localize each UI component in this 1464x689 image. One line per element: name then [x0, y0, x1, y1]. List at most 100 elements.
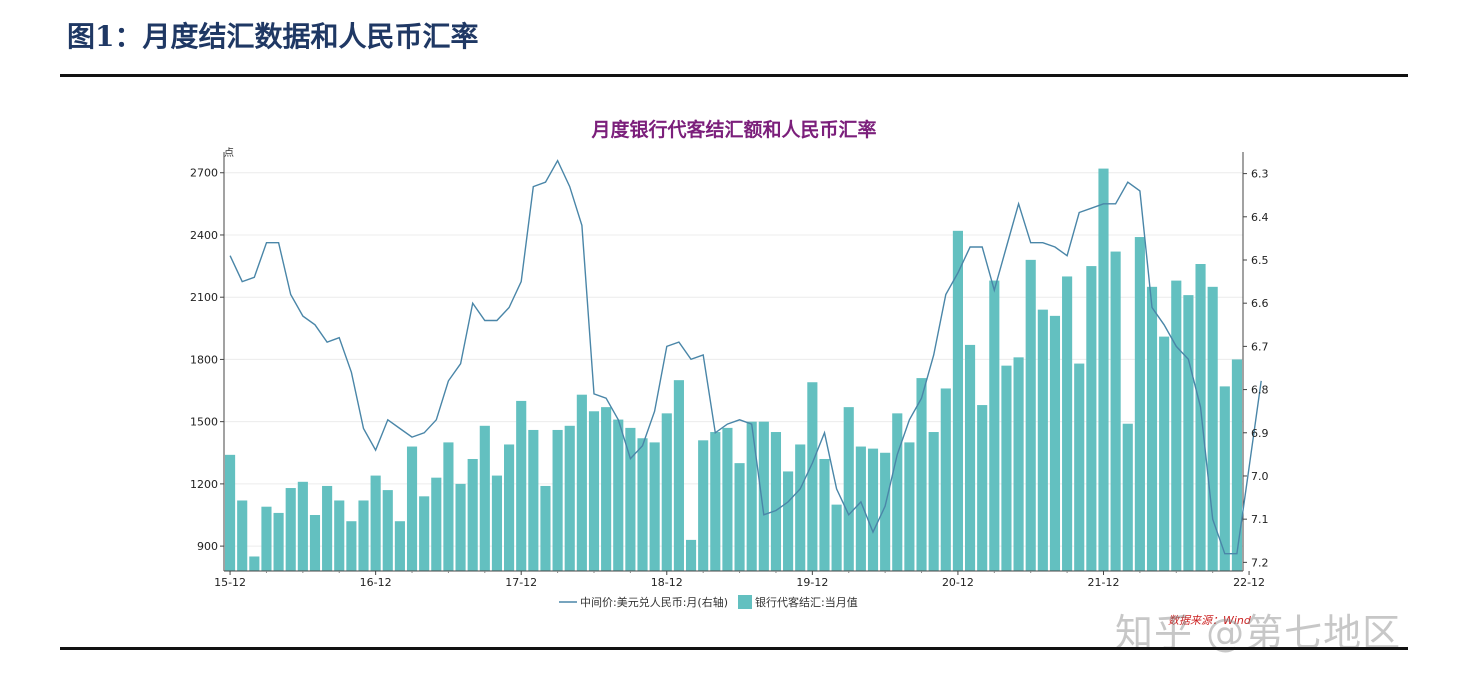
bar	[297, 481, 308, 571]
x-tick-label: 21-12	[1088, 576, 1120, 589]
bar	[358, 500, 369, 571]
legend-bar-swatch	[738, 595, 752, 609]
bar	[419, 496, 430, 571]
bar	[322, 485, 333, 571]
bar	[880, 452, 891, 571]
bar	[843, 407, 854, 571]
right-tick-label: 6.8	[1251, 384, 1269, 397]
top-rule	[60, 74, 1408, 77]
unit-label: 点	[224, 147, 234, 159]
right-tick-label: 7.0	[1251, 470, 1269, 483]
bar	[1231, 359, 1242, 571]
bar	[904, 442, 915, 571]
source-note: 数据来源：Wind	[1168, 614, 1252, 627]
bar	[552, 429, 563, 571]
bar	[1134, 237, 1145, 571]
chart-title: 月度银行代客结汇额和人民币汇率	[590, 118, 876, 141]
bar	[758, 421, 769, 571]
right-tick-label: 6.3	[1251, 168, 1269, 181]
bar	[491, 475, 503, 571]
bar	[661, 413, 672, 571]
x-tick-label: 22-12	[1233, 576, 1265, 589]
bar	[225, 454, 236, 571]
bar	[1122, 423, 1133, 571]
bar	[237, 500, 248, 571]
bar	[309, 514, 321, 571]
right-tick-label: 7.1	[1251, 513, 1269, 526]
right-tick-label: 6.7	[1251, 340, 1269, 353]
bar	[734, 463, 745, 571]
bar	[1037, 309, 1048, 571]
bar	[504, 444, 515, 571]
bottom-rule	[60, 647, 1408, 650]
left-tick-label: 900	[197, 540, 218, 553]
bar	[455, 483, 466, 571]
exchange-rate-line	[229, 159, 1262, 555]
bar	[1207, 286, 1218, 571]
bar	[431, 477, 442, 571]
bar	[1074, 363, 1085, 571]
bar	[346, 521, 357, 571]
bar	[1183, 295, 1194, 571]
bar	[516, 400, 527, 571]
left-tick-label: 2100	[190, 291, 218, 304]
legend-bar-label: 银行代客结汇:当月值	[755, 595, 858, 609]
bar	[1049, 315, 1061, 571]
bar	[588, 411, 600, 571]
right-tick-label: 6.5	[1251, 254, 1269, 267]
x-tick-label: 20-12	[942, 576, 974, 589]
bar	[649, 442, 660, 571]
bar	[1001, 365, 1012, 571]
bar	[685, 539, 697, 571]
bar	[722, 427, 733, 571]
bar	[989, 280, 1000, 571]
bar	[698, 440, 709, 571]
bar	[819, 458, 830, 571]
bar	[1159, 336, 1170, 571]
bar	[1062, 276, 1073, 571]
bar	[952, 230, 963, 571]
bar	[940, 388, 951, 571]
bar	[1013, 357, 1024, 571]
x-tick-label: 16-12	[360, 576, 392, 589]
bar	[479, 425, 490, 571]
bar	[1146, 286, 1158, 571]
x-tick-label: 15-12	[214, 576, 246, 589]
left-tick-label: 1800	[190, 353, 218, 366]
bar	[1086, 266, 1097, 571]
bar	[528, 429, 539, 571]
x-tick-label: 19-12	[796, 576, 828, 589]
bar	[783, 471, 794, 571]
right-tick-label: 6.6	[1251, 297, 1269, 310]
bar	[370, 475, 381, 571]
left-tick-label: 1200	[190, 478, 218, 491]
bar	[637, 438, 648, 571]
bar	[855, 446, 866, 571]
bar	[795, 444, 806, 571]
bar	[892, 413, 903, 571]
right-tick-label: 7.2	[1251, 556, 1269, 569]
bar	[394, 521, 405, 571]
bar	[467, 458, 478, 571]
right-tick-label: 6.4	[1251, 211, 1269, 224]
bar	[406, 446, 418, 571]
bar	[831, 504, 842, 571]
bar	[1110, 251, 1121, 571]
figure-title: 图1：月度结汇数据和人民币汇率	[67, 20, 479, 53]
left-tick-label: 1500	[190, 416, 218, 429]
bar	[673, 380, 684, 571]
bar	[625, 427, 636, 571]
x-tick-label: 17-12	[505, 576, 537, 589]
bar	[249, 556, 260, 571]
bar	[770, 432, 782, 571]
bar	[564, 425, 575, 571]
bar	[746, 421, 757, 571]
bar	[916, 378, 927, 571]
legend-line-label: 中间价:美元兑人民币:月(右轴)	[580, 595, 728, 609]
bar	[1195, 264, 1206, 571]
bar	[334, 500, 345, 571]
bar	[601, 407, 612, 571]
bar	[928, 432, 939, 571]
bar	[1025, 259, 1036, 571]
